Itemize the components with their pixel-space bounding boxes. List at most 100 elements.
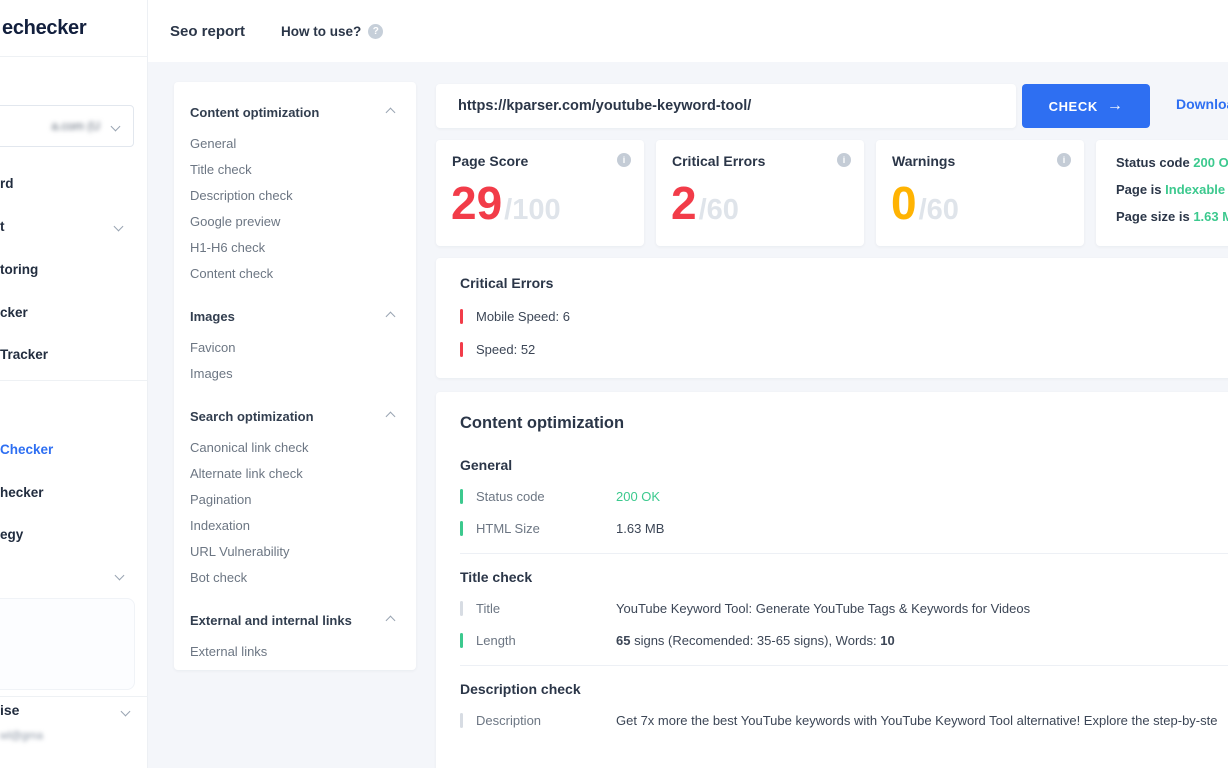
subsection-general: General Status code 200 OK HTML Size 1.6… — [460, 457, 1228, 536]
nav-item-google-preview[interactable]: Google preview — [190, 214, 281, 229]
score-value: 0 — [891, 177, 917, 229]
chevron-down-icon — [120, 706, 131, 717]
page-title: Seo report — [170, 22, 246, 40]
check-label: Status code — [476, 489, 545, 504]
status-prefix: Page is — [1116, 182, 1166, 197]
app-logo[interactable]: echecker — [2, 16, 87, 39]
status-value: Indexable — [1165, 182, 1226, 197]
check-value: 65 signs (Recomended: 35-65 signs), Word… — [616, 633, 895, 648]
score-max: /60 — [698, 194, 739, 226]
nav-section-header[interactable]: External and internal links — [174, 610, 416, 630]
sidebar-item-audit[interactable]: t — [0, 217, 148, 237]
error-item[interactable]: Mobile Speed: 6 — [460, 309, 1228, 324]
sidebar-item-active-checker[interactable]: Checker — [0, 440, 148, 460]
nav-item-favicon[interactable]: Favicon — [190, 340, 236, 355]
check-button[interactable]: CHECK → — [1022, 84, 1150, 128]
account-email: wl@gma — [0, 730, 43, 742]
info-icon[interactable]: i — [617, 153, 631, 167]
nav-section-title: Search optimization — [190, 408, 314, 424]
info-icon[interactable]: i — [837, 153, 851, 167]
sidebar-item-dashboard[interactable]: rd — [0, 174, 148, 194]
sidebar-item-label: rd — [0, 176, 14, 191]
check-value: 200 OK — [616, 489, 661, 504]
check-row: Status code 200 OK — [460, 489, 1228, 504]
nav-section-title: External and internal links — [190, 612, 352, 628]
question-icon: ? — [368, 23, 384, 39]
length-words: 10 — [880, 633, 895, 648]
chevron-up-icon — [385, 107, 396, 117]
neutral-status-bar — [460, 713, 463, 728]
check-button-label: CHECK — [1048, 98, 1098, 114]
download-link[interactable]: Download — [1176, 96, 1228, 112]
nav-item-external-links[interactable]: External links — [190, 644, 268, 659]
nav-section-header[interactable]: Content optimization — [174, 102, 416, 122]
project-selector[interactable]: a.com (U — [0, 105, 134, 147]
section-title: Critical Errors — [460, 275, 554, 291]
status-value: 1.63 MB — [1193, 209, 1228, 224]
nav-item-pagination[interactable]: Pagination — [190, 492, 252, 507]
section-divider — [460, 553, 1228, 554]
nav-item-images[interactable]: Images — [190, 366, 233, 381]
sidebar-promo-card — [0, 598, 135, 690]
report-nav-panel: Content optimization General Title check… — [174, 82, 416, 670]
section-divider — [460, 665, 1228, 666]
section-title: Content optimization — [460, 414, 625, 432]
sidebar-item-label: t — [0, 219, 5, 234]
nav-item-title-check[interactable]: Title check — [190, 162, 252, 177]
nav-item-canonical-link-check[interactable]: Canonical link check — [190, 440, 309, 455]
sidebar-item-label: egy — [0, 527, 24, 542]
subsection-description-check: Description check Description Get 7x mor… — [460, 681, 1228, 728]
nav-section-images: Images Favicon Images — [174, 306, 416, 387]
sidebar-account-label[interactable]: ise — [0, 702, 131, 718]
info-icon[interactable]: i — [1057, 153, 1071, 167]
nav-item-bot-check[interactable]: Bot check — [190, 570, 248, 585]
nav-section-title: Content optimization — [190, 104, 320, 120]
error-item[interactable]: Speed: 52 — [460, 342, 1228, 357]
chevron-up-icon — [385, 311, 396, 321]
sidebar-item-label: cker — [0, 305, 28, 320]
sidebar-divider — [0, 380, 148, 381]
nav-item-description-check[interactable]: Description check — [190, 188, 293, 203]
chevron-down-icon — [110, 121, 121, 131]
sidebar-item-checker[interactable]: cker — [0, 303, 148, 323]
error-item-label: Mobile Speed: 6 — [476, 309, 570, 324]
nav-item-subdomain-links[interactable]: Subdomain links — [174, 665, 416, 670]
sidebar-item-monitoring[interactable]: toring — [0, 260, 148, 280]
project-selector-value: a.com (U — [51, 119, 100, 133]
page-score-card: Page Score i 29 /100 — [436, 140, 644, 246]
check-label: HTML Size — [476, 521, 540, 536]
sidebar-item-strategy[interactable]: egy — [0, 525, 148, 545]
check-value: YouTube Keyword Tool: Generate YouTube T… — [616, 601, 1031, 616]
sidebar-item-tracker[interactable]: Tracker — [0, 345, 148, 365]
status-row-indexable: Page is Indexable — [1116, 182, 1228, 197]
score-value: 29 — [451, 177, 503, 229]
subsection-title-check: Title check Title YouTube Keyword Tool: … — [460, 569, 1228, 648]
chevron-down-icon[interactable] — [114, 570, 125, 581]
how-to-use-label: How to use? — [281, 23, 362, 39]
nav-item-url-vulnerability[interactable]: URL Vulnerability — [190, 544, 290, 559]
subsection-title: General — [460, 457, 513, 473]
critical-errors-section: Critical Errors Mobile Speed: 6 Speed: 5… — [436, 258, 1228, 378]
nav-item-h1-h6-check[interactable]: H1-H6 check — [190, 240, 266, 255]
nav-item-alternate-link-check[interactable]: Alternate link check — [190, 466, 303, 481]
how-to-use-link[interactable]: How to use? ? — [281, 23, 384, 39]
nav-section-header[interactable]: Search optimization — [174, 406, 416, 426]
url-input[interactable]: https://kparser.com/youtube-keyword-tool… — [436, 84, 1016, 128]
check-row: Title YouTube Keyword Tool: Generate You… — [460, 601, 1228, 616]
critical-errors-card: Critical Errors i 2 /60 — [656, 140, 864, 246]
nav-section-content-optimization: Content optimization General Title check… — [174, 102, 416, 287]
sidebar-item-label: Checker — [0, 442, 54, 457]
nav-section-header[interactable]: Images — [174, 306, 416, 326]
score-value-group: 29 /100 — [451, 180, 561, 226]
subsection-title: Description check — [460, 681, 581, 697]
nav-section-title: Images — [190, 308, 235, 324]
sidebar-item-checker-2[interactable]: hecker — [0, 483, 148, 503]
sidebar-divider — [0, 696, 148, 697]
check-label: Title — [476, 601, 501, 616]
nav-item-general[interactable]: General — [190, 136, 237, 151]
sidebar-item-label: toring — [0, 262, 39, 277]
score-card-label: Critical Errors — [672, 153, 766, 169]
sidebar: echecker a.com (U rd t toring cker Track… — [0, 0, 148, 768]
nav-item-content-check[interactable]: Content check — [190, 266, 274, 281]
nav-item-indexation[interactable]: Indexation — [190, 518, 250, 533]
